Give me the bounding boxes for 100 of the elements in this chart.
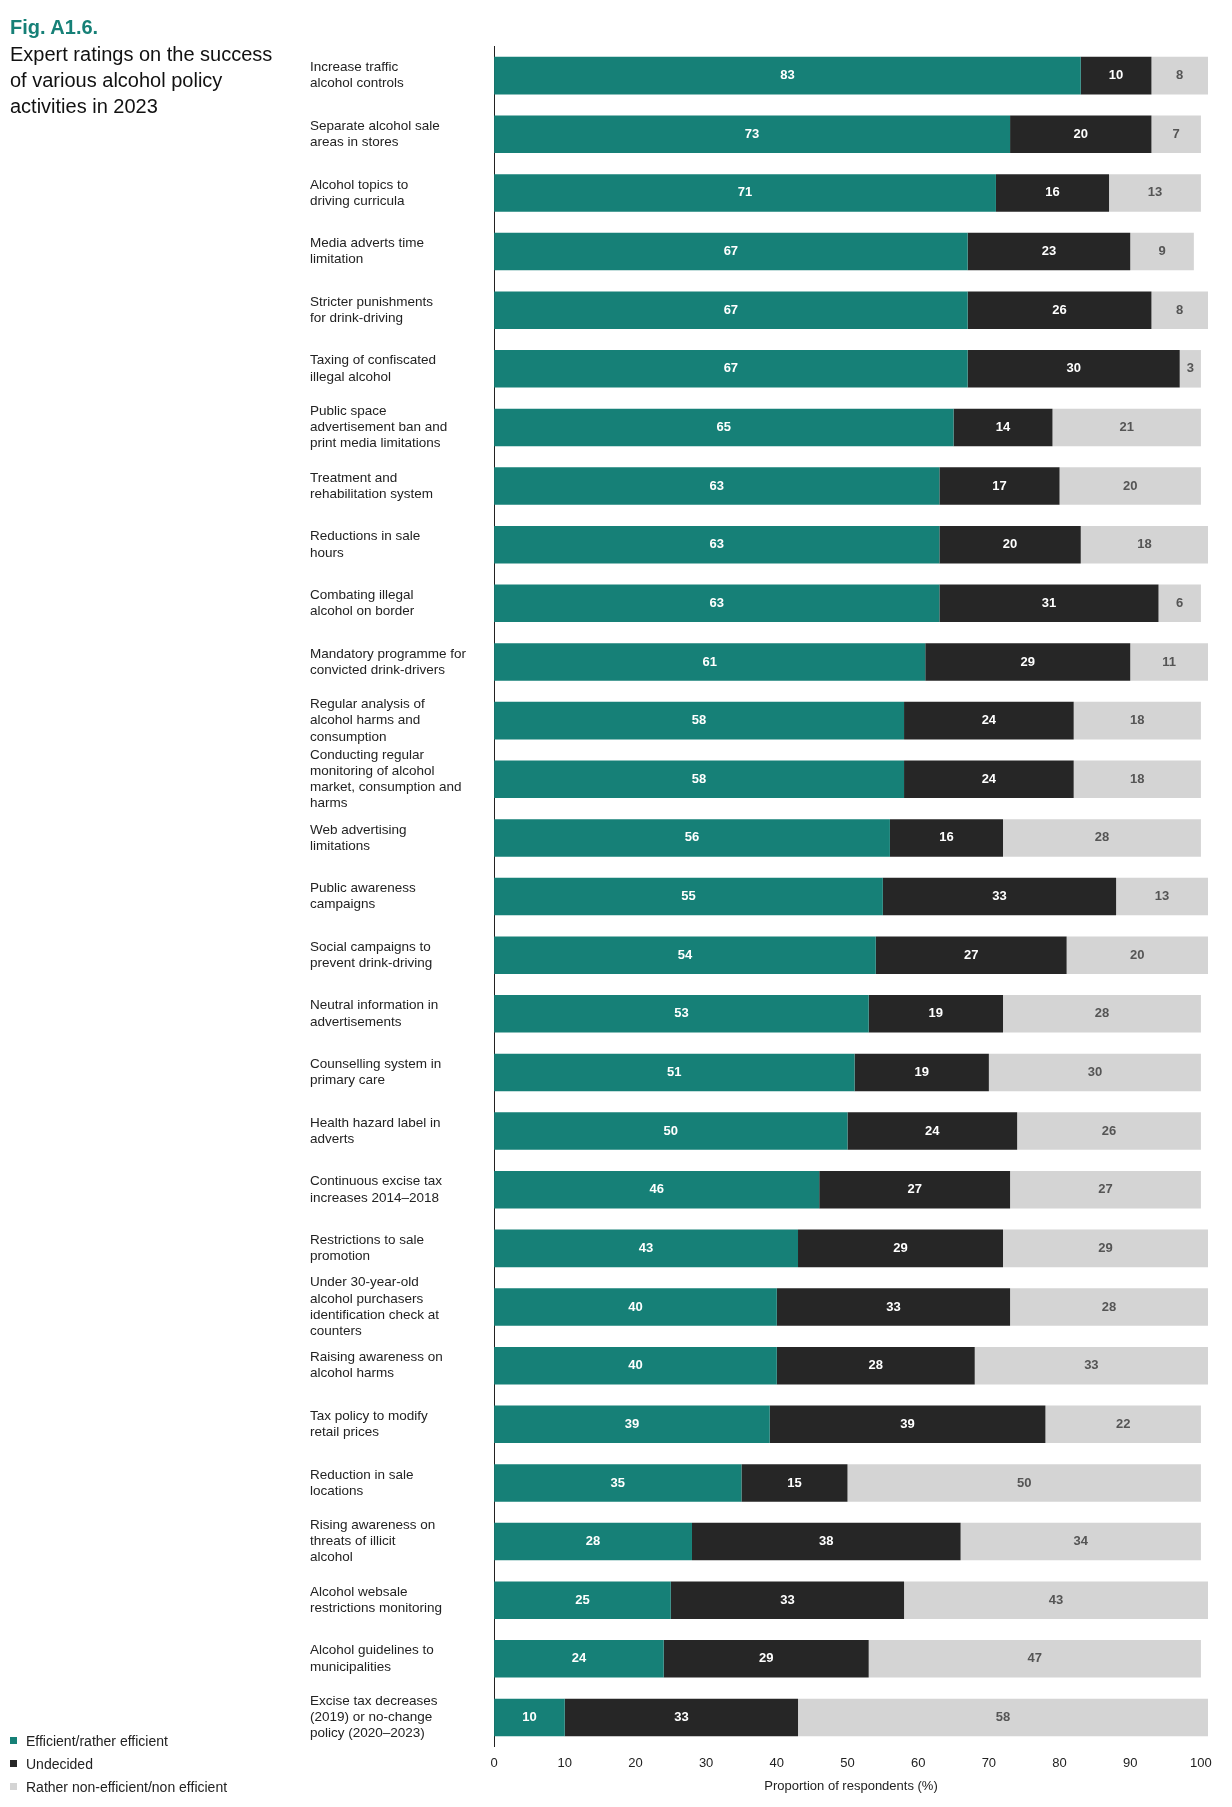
bar (776, 1346, 975, 1385)
data-label: 28 (868, 1357, 884, 1373)
data-label: 33 (886, 1298, 901, 1314)
y-tick-label: Tax policy to modify retail prices (310, 1407, 429, 1440)
data-label: 51 (667, 1064, 682, 1080)
bar (847, 1464, 1201, 1502)
bar (494, 1170, 820, 1209)
bar (1158, 584, 1201, 623)
data-label: 31 (1041, 594, 1057, 610)
y-tick-label: Continuous excise tax increases 2014–2018 (310, 1173, 443, 1205)
bar (819, 1170, 1011, 1209)
data-label: 33 (780, 1591, 795, 1607)
data-label: 26 (1052, 301, 1067, 317)
x-tick-label: 60 (910, 1755, 926, 1771)
data-label: 28 (585, 1533, 601, 1549)
bar (494, 1112, 848, 1150)
bar (494, 525, 940, 564)
bar (1010, 115, 1152, 154)
data-label: 28 (1094, 1005, 1110, 1021)
bar (1151, 56, 1208, 95)
bar (494, 467, 940, 505)
data-label: 18 (1130, 770, 1145, 786)
bar (494, 232, 968, 271)
bar (889, 819, 1004, 857)
x-tick-label: 0 (490, 1755, 498, 1771)
y-tick-label: Taxing of confiscated illegal alcohol (310, 352, 437, 384)
legend-label: Efficient/rather efficient (26, 1732, 168, 1749)
data-label: 63 (709, 536, 724, 552)
caption: Fig. A1.6. (10, 16, 100, 39)
data-label: 21 (1119, 419, 1134, 435)
data-label: 67 (723, 360, 739, 376)
data-label: 29 (893, 1239, 908, 1255)
data-label: 53 (674, 1005, 689, 1021)
bar (1003, 819, 1201, 857)
x-tick-label: 20 (628, 1755, 643, 1771)
data-label: 19 (928, 1005, 944, 1021)
bar (1080, 525, 1208, 564)
data-label: 14 (995, 419, 1011, 435)
data-label: 24 (981, 770, 997, 786)
data-label: 11 (1162, 653, 1176, 669)
x-tick-label: 90 (1123, 1755, 1138, 1771)
x-tick-label: 40 (769, 1755, 785, 1771)
y-tick-label: Separate alcohol sale areas in stores (310, 117, 440, 150)
data-label: 58 (995, 1709, 1011, 1725)
data-label: 55 (681, 888, 696, 904)
data-label: 10 (1108, 67, 1124, 83)
bar (953, 408, 1053, 447)
x-tick-label: 80 (1052, 1755, 1067, 1771)
data-label: 33 (1084, 1357, 1099, 1373)
data-label: 27 (907, 1181, 922, 1197)
bar (967, 350, 1180, 388)
bar (847, 1112, 1018, 1150)
data-label: 20 (1130, 946, 1145, 962)
data-label: 38 (819, 1533, 834, 1549)
bar (1151, 291, 1208, 329)
bar (494, 1288, 777, 1326)
data-label: 43 (1048, 1591, 1064, 1607)
data-label: 83 (780, 67, 795, 83)
data-label: 7 (1172, 125, 1180, 141)
y-tick-label: Health hazard label in adverts (310, 1114, 441, 1146)
bar (1130, 643, 1208, 681)
data-label: 9 (1158, 243, 1166, 259)
bar (904, 1581, 1208, 1619)
data-label: 13 (1154, 888, 1170, 904)
data-label: 29 (1020, 653, 1035, 669)
bar (776, 1288, 1011, 1326)
bar (1080, 56, 1152, 95)
data-label: 20 (1073, 125, 1088, 141)
x-tick-label: 30 (698, 1755, 714, 1771)
bar (494, 995, 869, 1033)
data-label: 46 (649, 1181, 664, 1197)
bar (494, 56, 1081, 95)
bar (875, 936, 1067, 974)
bar (960, 1522, 1201, 1561)
data-label: 10 (522, 1709, 537, 1725)
data-label: 65 (716, 419, 732, 435)
bar (691, 1522, 961, 1561)
y-tick-label: Media adverts time limitation (310, 235, 425, 267)
bar (564, 1698, 799, 1737)
data-label: 3 (1186, 360, 1194, 376)
bar (1109, 174, 1201, 212)
data-label: 22 (1115, 1415, 1131, 1431)
data-label: 28 (1094, 829, 1110, 845)
y-tick-label: Regular analysis of alcohol harms and consumption (310, 696, 426, 744)
x-tick-label: 10 (557, 1755, 572, 1771)
bar (494, 115, 1011, 154)
y-tick-label: Alcohol websale restrictions monitoring (310, 1583, 443, 1616)
x-axis-title: Proportion of respondents (%) (764, 1777, 938, 1793)
data-label: 71 (737, 184, 753, 200)
y-tick-label: Treatment and rehabilitation system (310, 469, 434, 501)
data-label: 35 (610, 1474, 625, 1490)
data-label: 18 (1130, 712, 1145, 728)
data-label: 67 (723, 243, 739, 259)
bar (1151, 115, 1201, 154)
data-label: 29 (758, 1650, 774, 1666)
y-tick-label: Reduction in sale locations (310, 1466, 414, 1498)
bar (798, 1698, 1208, 1737)
bar (988, 1053, 1201, 1092)
bar (494, 1522, 692, 1561)
y-tick-label: Alcohol guidelines to municipalities (310, 1642, 434, 1674)
